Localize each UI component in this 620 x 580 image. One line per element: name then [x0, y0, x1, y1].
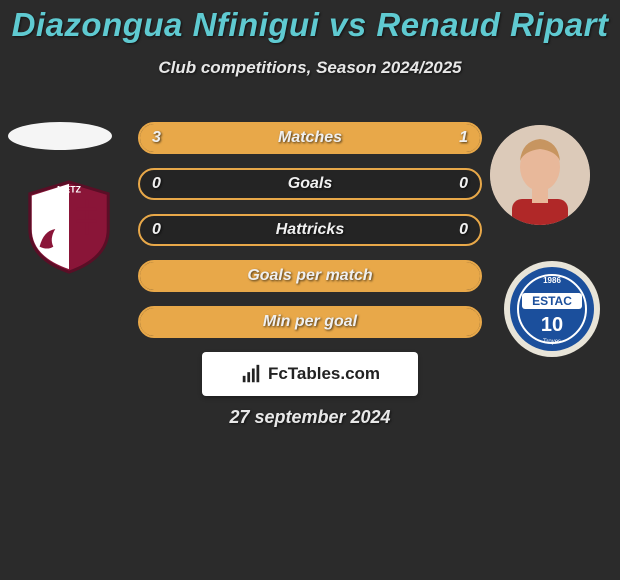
- stat-row-mpg: Min per goal: [138, 306, 482, 338]
- svg-text:METZ: METZ: [57, 185, 82, 195]
- bar-chart-icon: [240, 363, 262, 385]
- fctables-label: FcTables.com: [268, 364, 380, 384]
- date-label: 27 september 2024: [0, 407, 620, 428]
- svg-text:10: 10: [541, 314, 563, 336]
- stat-row-gpm: Goals per match: [138, 260, 482, 292]
- stat-label: Goals per match: [140, 262, 480, 290]
- value-right: 0: [447, 170, 480, 198]
- page-title: Diazongua Nfinigui vs Renaud Ripart: [0, 0, 620, 44]
- stat-row-matches: 3 Matches 1: [138, 122, 482, 154]
- value-right: [456, 308, 480, 336]
- club-left-badge: METZ: [20, 178, 118, 276]
- stats-rows: 3 Matches 1 0 Goals 0 0 Hattricks 0 Goal…: [138, 122, 482, 352]
- fctables-watermark: FcTables.com: [202, 352, 418, 396]
- value-right: [456, 262, 480, 290]
- subtitle: Club competitions, Season 2024/2025: [0, 58, 620, 78]
- player-right-avatar: [490, 125, 590, 225]
- svg-text:1986: 1986: [543, 276, 561, 285]
- stat-row-goals: 0 Goals 0: [138, 168, 482, 200]
- club-right-badge: 1986 ESTAC 10 Troyes: [502, 259, 602, 359]
- stat-row-hattricks: 0 Hattricks 0: [138, 214, 482, 246]
- svg-text:ESTAC: ESTAC: [532, 294, 572, 308]
- comparison-card: Diazongua Nfinigui vs Renaud Ripart Club…: [0, 0, 620, 580]
- svg-text:Troyes: Troyes: [543, 339, 561, 345]
- stat-label: Matches: [140, 124, 480, 152]
- value-right: 0: [447, 216, 480, 244]
- stat-label: Min per goal: [140, 308, 480, 336]
- value-right: 1: [447, 124, 480, 152]
- stat-label: Hattricks: [140, 216, 480, 244]
- player-left-avatar: [8, 122, 112, 150]
- stat-label: Goals: [140, 170, 480, 198]
